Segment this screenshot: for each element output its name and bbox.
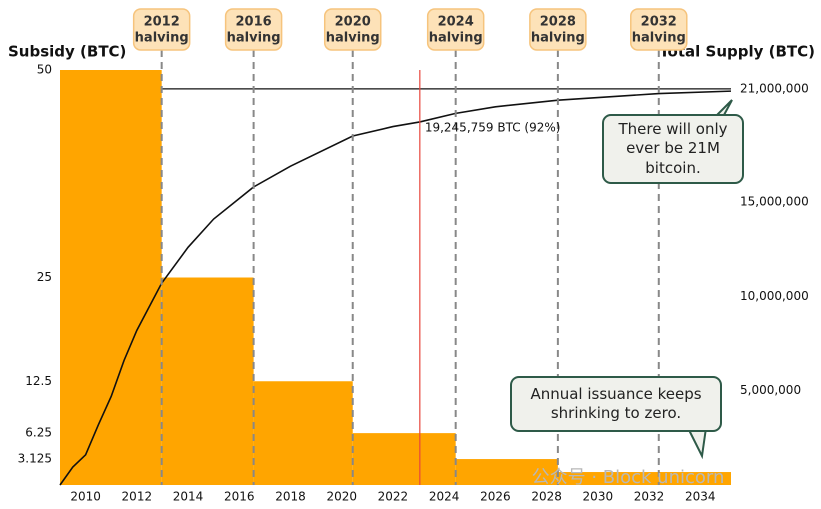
x-tick-label: 2012 [122, 490, 153, 504]
y-axis-title: Subsidy (BTC) [8, 43, 126, 61]
halving-year: 2020 [335, 15, 371, 30]
y2-tick-label: 10,000,000 [740, 289, 809, 303]
y-tick-label: 12.5 [25, 374, 52, 388]
halving-box [630, 8, 688, 51]
x-tick-label: 2010 [70, 490, 101, 504]
x-tick-label: 2020 [326, 490, 357, 504]
halving-text: halving [135, 31, 189, 46]
x-tick-label: 2030 [583, 490, 614, 504]
halving-text: halving [429, 31, 483, 46]
x-tick-label: 2018 [275, 490, 306, 504]
halving-text: halving [326, 31, 380, 46]
watermark: 公众号 · Block unicorn [532, 467, 725, 488]
x-tick-label: 2014 [173, 490, 204, 504]
y2-axis-title: Total Supply (BTC) [659, 43, 815, 61]
halving-text: halving [632, 31, 686, 46]
subsidy-step [161, 277, 254, 485]
halving-box [529, 8, 587, 51]
x-tick-label: 2028 [531, 490, 562, 504]
series-layer [60, 70, 731, 485]
halving-year: 2028 [540, 15, 576, 30]
subsidy-step [253, 381, 353, 485]
x-tick-label: 2034 [685, 490, 716, 504]
callout: Annual issuance keeps shrinking to zero. [510, 376, 722, 432]
y-tick-label: 50 [37, 63, 52, 77]
callout-tail [686, 427, 708, 460]
halving-box [426, 8, 485, 51]
halving-year: 2032 [641, 15, 677, 30]
subsidy-step [557, 472, 731, 485]
halving-year: 2016 [236, 15, 272, 30]
y-tick-label: 6.25 [25, 426, 52, 440]
x-tick-label: 2032 [634, 490, 665, 504]
halving-year: 2012 [144, 15, 180, 30]
x-tick-label: 2016 [224, 490, 255, 504]
halving-box [323, 8, 382, 51]
y-tick-label: 25 [37, 270, 52, 284]
halving-box [132, 8, 191, 51]
y2-tick-label: 21,000,000 [740, 81, 809, 95]
x-tick-label: 2024 [429, 490, 460, 504]
halving-year: 2024 [438, 15, 474, 30]
subsidy-step [455, 459, 558, 485]
marker-label: 19,245,759 BTC (92%) [425, 121, 561, 135]
x-tick-label: 2022 [378, 490, 409, 504]
halving-box [224, 8, 283, 51]
halving-text: halving [531, 31, 585, 46]
callout: There will only ever be 21M bitcoin. [602, 114, 744, 184]
x-tick-label: 2026 [480, 490, 511, 504]
supply-line [59, 90, 732, 486]
y-tick-label: 3.125 [18, 452, 52, 466]
halving-text: halving [227, 31, 281, 46]
subsidy-step [60, 70, 162, 485]
y2-tick-label: 5,000,000 [740, 383, 801, 397]
y2-tick-label: 15,000,000 [740, 195, 809, 209]
subsidy-step [352, 433, 456, 485]
